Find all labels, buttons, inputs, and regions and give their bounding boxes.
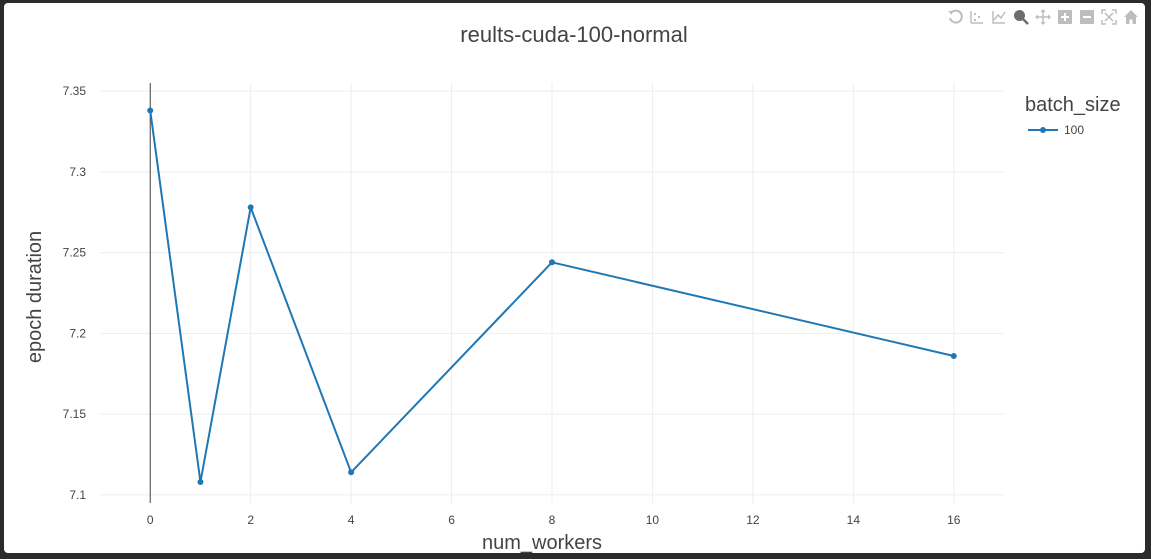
modebar: [947, 9, 1139, 25]
line-chart: 0 2 4 6 8 10 12 14 16 7.1 7.15 7.2 7.25 7.3 7.35 reults…: [24, 22, 1121, 553]
zoom-icon[interactable]: [1013, 9, 1029, 25]
y-tick-label: 7.2: [69, 326, 86, 340]
y-tick-label: 7.1: [69, 488, 86, 502]
x-tick-label: 8: [549, 513, 556, 527]
x-tick-label: 10: [646, 513, 660, 527]
x-axis-title: num_workers: [482, 532, 602, 553]
legend-title: batch_size: [1025, 94, 1121, 116]
data-point[interactable]: [950, 353, 957, 359]
home-icon[interactable]: [1123, 9, 1139, 25]
data-point[interactable]: [197, 479, 204, 485]
x-tick-label: 6: [448, 513, 455, 527]
data-point[interactable]: [247, 204, 254, 211]
series-line: [149, 110, 955, 483]
autoscale-icon[interactable]: [1101, 9, 1117, 25]
legend-swatch-marker[interactable]: [1040, 127, 1046, 133]
y-tick-label: 7.35: [63, 84, 87, 98]
compare-data-icon[interactable]: [969, 9, 985, 25]
reset-axes-icon[interactable]: [947, 9, 963, 25]
y-tick-label: 7.15: [63, 407, 87, 421]
y-axis-title: epoch duration: [24, 231, 46, 363]
y-tick-label: 7.3: [69, 165, 86, 179]
zoom-out-icon[interactable]: [1079, 9, 1095, 25]
chart-title: reults-cuda-100-normal: [460, 22, 687, 47]
y-tick-label: 7.25: [63, 246, 87, 260]
data-point[interactable]: [348, 469, 355, 476]
x-tick-label: 2: [247, 513, 254, 527]
closest-data-icon[interactable]: [991, 9, 1007, 25]
data-point[interactable]: [147, 107, 154, 114]
pan-icon[interactable]: [1035, 9, 1051, 25]
x-tick-label: 4: [348, 513, 355, 527]
x-tick-label: 16: [947, 513, 961, 527]
legend-item-label: 100: [1064, 123, 1084, 137]
x-tick-label: 14: [847, 513, 861, 527]
x-tick-label: 0: [147, 513, 154, 527]
data-point[interactable]: [549, 259, 555, 266]
x-tick-label: 12: [746, 513, 760, 527]
plot-container: 0 2 4 6 8 10 12 14 16 7.1 7.15 7.2 7.25 7.3 7.35 reults…: [4, 3, 1145, 553]
zoom-in-icon[interactable]: [1057, 9, 1073, 25]
